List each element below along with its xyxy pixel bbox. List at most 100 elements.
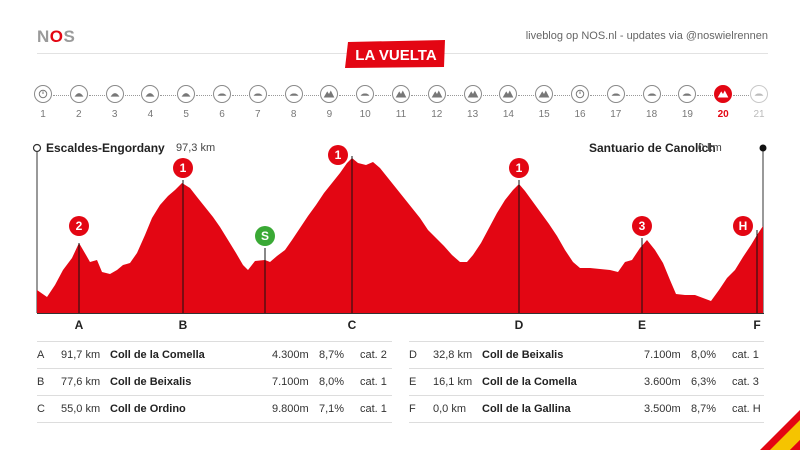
start-location: Escaldes-Engordany <box>46 141 165 155</box>
stage-number: 9 <box>326 109 333 120</box>
stage-number: 17 <box>610 109 622 120</box>
stage-13[interactable]: 13 <box>462 85 484 120</box>
stage-number: 4 <box>147 109 154 120</box>
climb-letter: B <box>178 318 188 332</box>
climb-cat: cat. H <box>732 403 761 415</box>
climb-km: 32,8 km <box>433 349 473 361</box>
stage-connector <box>267 95 284 96</box>
climb-cat: cat. 3 <box>732 376 759 388</box>
stage-number: 12 <box>431 109 443 120</box>
start-dot <box>32 143 42 153</box>
stage-connector <box>53 95 69 96</box>
climb-letter: D <box>514 318 524 332</box>
stage-18[interactable]: 18 <box>641 85 663 120</box>
sprint-badge: S <box>255 226 275 246</box>
nos-logo[interactable]: NOS <box>37 27 75 47</box>
flat-icon <box>642 85 661 103</box>
stage-number: 18 <box>646 109 658 120</box>
stage-number: 10 <box>359 109 371 120</box>
hill-icon <box>69 85 88 103</box>
stage-20[interactable]: 20 <box>712 85 734 120</box>
climb-cat: cat. 1 <box>732 349 759 361</box>
stage-7[interactable]: 7 <box>247 85 269 120</box>
stage-3[interactable]: 3 <box>104 85 126 120</box>
climb-row: B 77,6 km Coll de Beixalis 7.100m 8,0% cat. 1 <box>37 369 392 396</box>
climb-grade: 6,3% <box>691 376 717 388</box>
stage-number: 3 <box>111 109 118 120</box>
stage-15[interactable]: 15 <box>533 85 555 120</box>
climb-letter: F <box>753 318 761 332</box>
climb-badge: 2 <box>69 216 89 236</box>
brand-letter: S <box>63 27 76 46</box>
stage-10[interactable]: 10 <box>354 85 376 120</box>
climb-letter: E <box>637 318 646 332</box>
hill-icon <box>177 85 196 103</box>
climb-cat: cat. 2 <box>360 349 387 361</box>
finish-location: Santuario de Canolich <box>589 141 716 155</box>
stage-19[interactable]: 19 <box>676 85 698 120</box>
brand-letter: N <box>37 27 50 46</box>
climb-grade: 8,0% <box>319 376 345 388</box>
climb-letter: C <box>347 318 357 332</box>
stage-number: 5 <box>183 109 189 120</box>
stage-6[interactable]: 6 <box>211 85 233 120</box>
stage-connector <box>697 95 714 96</box>
stage-8[interactable]: 8 <box>283 85 305 120</box>
stage-connector <box>196 95 212 96</box>
climb-grade: 8,7% <box>319 349 345 361</box>
stage-14[interactable]: 14 <box>497 85 519 120</box>
stage-5[interactable]: 5 <box>175 85 197 120</box>
stage-4[interactable]: 4 <box>139 85 161 120</box>
stage-12[interactable]: 12 <box>426 85 448 120</box>
stage-connector <box>661 95 678 96</box>
stage-number: 1 <box>40 109 46 120</box>
stage-number: 2 <box>76 109 82 120</box>
climb-table-right: D 32,8 km Coll de Beixalis 7.100m 8,0% cat. 1… <box>409 341 764 423</box>
hill-icon <box>105 85 124 103</box>
climb-badge: 3 <box>632 216 652 236</box>
climb-letter: C <box>37 403 45 415</box>
stage-16[interactable]: 16 <box>569 85 591 120</box>
climb-km: 77,6 km <box>61 376 101 388</box>
stage-1[interactable]: 1 <box>32 85 54 120</box>
mountain-icon <box>535 85 554 103</box>
climb-km: 0,0 km <box>433 403 467 415</box>
stage-17[interactable]: 17 <box>605 85 627 120</box>
stage-number: 16 <box>574 109 586 120</box>
stage-2[interactable]: 2 <box>68 85 90 120</box>
stage-number: 13 <box>467 109 479 120</box>
clock-icon <box>34 85 52 103</box>
climb-grade: 8,0% <box>691 349 717 361</box>
climb-row: F 0,0 km Coll de la Gallina 3.500m 8,7% cat. … <box>409 396 764 423</box>
climb-grade: 8,7% <box>691 403 717 415</box>
climb-name: Coll de la Comella <box>110 349 205 361</box>
stage-connector <box>411 95 427 96</box>
climb-table-left: A 91,7 km Coll de la Comella 4.300m 8,7% cat.… <box>37 341 392 423</box>
stage-connector <box>124 95 141 96</box>
climb-height: 7.100m <box>272 376 309 388</box>
climb-badge: 1 <box>509 158 529 178</box>
stage-11[interactable]: 11 <box>390 85 412 120</box>
mountain-icon <box>320 85 339 103</box>
stage-21[interactable]: 21 <box>748 85 770 120</box>
flat-icon <box>248 85 267 103</box>
climb-km: 16,1 km <box>433 376 473 388</box>
stage-connector <box>160 95 177 96</box>
climb-height: 7.100m <box>644 349 681 361</box>
stage-number: 8 <box>290 109 297 120</box>
stage-9[interactable]: 9 <box>318 85 340 120</box>
liveblog-text: liveblog op NOS.nl - updates via @noswie… <box>525 30 768 42</box>
stage-connector <box>88 95 105 96</box>
climb-row: D 32,8 km Coll de Beixalis 7.100m 8,0% cat. 1 <box>409 341 764 369</box>
climb-row: C 55,0 km Coll de Ordino 9.800m 7,1% cat. 1 <box>37 396 392 423</box>
mountain-icon <box>427 85 446 103</box>
climb-letter: D <box>409 349 417 361</box>
clock-icon <box>571 85 589 103</box>
stage-connector <box>232 95 248 96</box>
climb-height: 9.800m <box>272 403 309 415</box>
flat-icon <box>750 85 768 103</box>
spanish-flag-corner <box>760 410 800 450</box>
stage-connector <box>339 95 356 96</box>
stage-number: 19 <box>681 109 693 120</box>
stage-connector <box>625 95 642 96</box>
